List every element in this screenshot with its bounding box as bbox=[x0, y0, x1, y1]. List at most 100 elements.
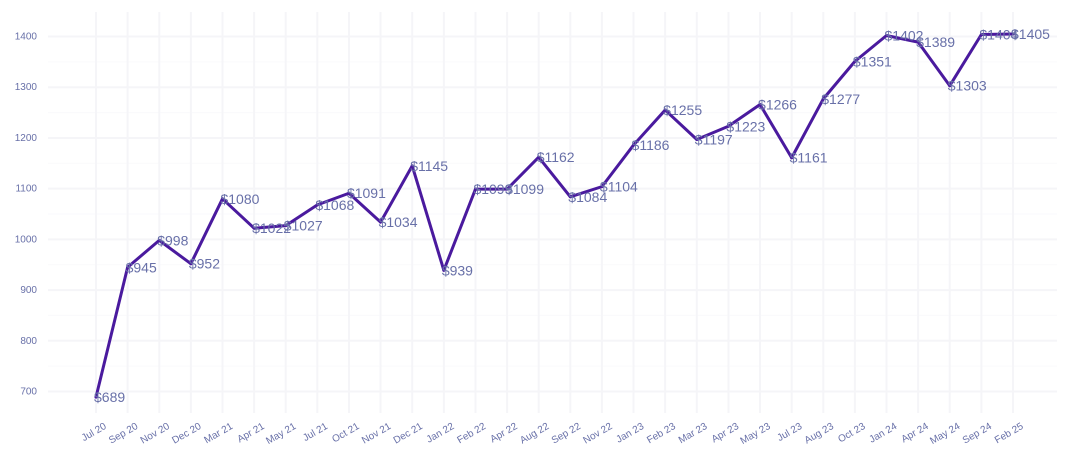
x-tick-label: Apr 24 bbox=[900, 421, 931, 445]
data-label: $1277 bbox=[821, 91, 860, 107]
data-point bbox=[315, 203, 319, 207]
data-point bbox=[473, 187, 477, 191]
data-label: $1351 bbox=[853, 53, 892, 69]
x-tick-label: May 23 bbox=[739, 421, 773, 447]
data-point bbox=[568, 195, 572, 199]
data-label: $1022 bbox=[252, 220, 291, 236]
data-label: $1034 bbox=[379, 214, 418, 230]
x-tick-label: Oct 21 bbox=[330, 421, 361, 445]
x-tick-label: Apr 23 bbox=[710, 421, 741, 445]
y-tick-label: 900 bbox=[20, 285, 37, 296]
data-label: $1405 bbox=[1011, 26, 1050, 42]
data-label: $939 bbox=[442, 262, 473, 278]
series-line bbox=[94, 32, 1015, 399]
data-point bbox=[252, 226, 256, 230]
data-label: $1091 bbox=[347, 185, 386, 201]
x-tick-label: Jan 24 bbox=[868, 421, 900, 446]
data-point bbox=[979, 33, 983, 37]
data-label-layer: $689$945$998$952$1080$1022$1027$1068$109… bbox=[94, 26, 1050, 405]
y-tick-label: 800 bbox=[20, 336, 37, 347]
data-point bbox=[916, 40, 920, 44]
x-tick-label: May 21 bbox=[264, 421, 298, 447]
x-tick-label: Dec 20 bbox=[170, 421, 203, 447]
x-tick-label: Apr 21 bbox=[236, 421, 267, 445]
y-tick-label: 1100 bbox=[15, 184, 37, 195]
data-label: $998 bbox=[157, 232, 188, 248]
y-tick-label: 1400 bbox=[15, 32, 38, 43]
y-tick-label: 1000 bbox=[15, 234, 38, 245]
data-label: $1303 bbox=[948, 78, 987, 94]
data-point bbox=[284, 224, 288, 228]
data-point bbox=[442, 268, 446, 272]
x-tick-label: Aug 23 bbox=[803, 421, 836, 447]
data-point bbox=[948, 84, 952, 88]
x-tick-label: Sep 22 bbox=[550, 421, 583, 447]
data-point bbox=[726, 124, 730, 128]
data-point bbox=[94, 395, 98, 399]
data-label: $1099 bbox=[473, 181, 512, 197]
y-tick-label: 1300 bbox=[15, 82, 38, 93]
x-tick-label: Feb 22 bbox=[455, 421, 488, 446]
data-label: $1104 bbox=[600, 179, 638, 195]
x-tick-label: May 24 bbox=[928, 421, 962, 447]
data-label: $1389 bbox=[916, 34, 955, 50]
data-point bbox=[189, 262, 193, 266]
x-tick-label: Feb 25 bbox=[993, 421, 1026, 446]
data-point bbox=[1011, 32, 1015, 36]
data-label: $1186 bbox=[632, 137, 670, 153]
data-label: $689 bbox=[94, 389, 125, 405]
data-label: $1068 bbox=[315, 197, 354, 213]
data-label: $1027 bbox=[284, 218, 323, 234]
data-point bbox=[537, 155, 541, 159]
data-point bbox=[821, 97, 825, 101]
data-label: $1266 bbox=[758, 96, 797, 112]
x-tick-label: Dec 21 bbox=[392, 421, 425, 447]
data-label: $1197 bbox=[695, 131, 733, 147]
x-tick-label: Nov 20 bbox=[139, 421, 172, 447]
data-point bbox=[790, 156, 794, 160]
x-tick-label: Apr 22 bbox=[489, 421, 520, 445]
data-point bbox=[758, 102, 762, 106]
data-label: $1080 bbox=[220, 191, 259, 207]
x-tick-label: Nov 21 bbox=[360, 421, 393, 447]
data-label: $1162 bbox=[537, 149, 575, 165]
data-label: $945 bbox=[126, 259, 157, 275]
data-point bbox=[220, 197, 224, 201]
x-tick-label: Aug 22 bbox=[518, 421, 551, 447]
data-label: $1402 bbox=[885, 28, 924, 44]
data-point bbox=[505, 187, 509, 191]
grid-layer bbox=[48, 12, 1057, 413]
data-point bbox=[410, 164, 414, 168]
data-point bbox=[632, 143, 636, 147]
data-label: $1255 bbox=[663, 102, 702, 118]
x-tick-label: Jul 21 bbox=[301, 421, 330, 444]
data-label: $1223 bbox=[726, 118, 765, 134]
data-point bbox=[347, 191, 351, 195]
data-point bbox=[885, 34, 889, 38]
data-point bbox=[379, 220, 383, 224]
x-tick-label: Nov 22 bbox=[581, 421, 614, 447]
data-point bbox=[695, 137, 699, 141]
data-label: $1404 bbox=[979, 27, 1018, 43]
data-label: $1161 bbox=[790, 150, 828, 166]
x-tick-label: Oct 23 bbox=[836, 421, 867, 445]
data-label: $1099 bbox=[505, 181, 544, 197]
x-tick-label: Jan 22 bbox=[425, 421, 457, 446]
data-label: $1084 bbox=[568, 189, 607, 205]
x-tick-label: Jul 23 bbox=[776, 421, 805, 444]
data-label: $952 bbox=[189, 256, 220, 272]
x-tick-label: Jan 23 bbox=[615, 421, 647, 446]
x-tick-label: Sep 20 bbox=[107, 421, 140, 447]
y-tick-label: 700 bbox=[20, 387, 37, 398]
series-layer bbox=[94, 32, 1015, 399]
data-label: $1145 bbox=[410, 158, 448, 174]
data-point bbox=[600, 185, 604, 189]
data-point bbox=[663, 108, 667, 112]
data-point bbox=[126, 265, 130, 269]
x-tick-label: Mar 23 bbox=[677, 421, 710, 446]
data-point bbox=[157, 238, 161, 242]
data-point bbox=[853, 59, 857, 63]
y-tick-label: 1200 bbox=[15, 133, 38, 144]
